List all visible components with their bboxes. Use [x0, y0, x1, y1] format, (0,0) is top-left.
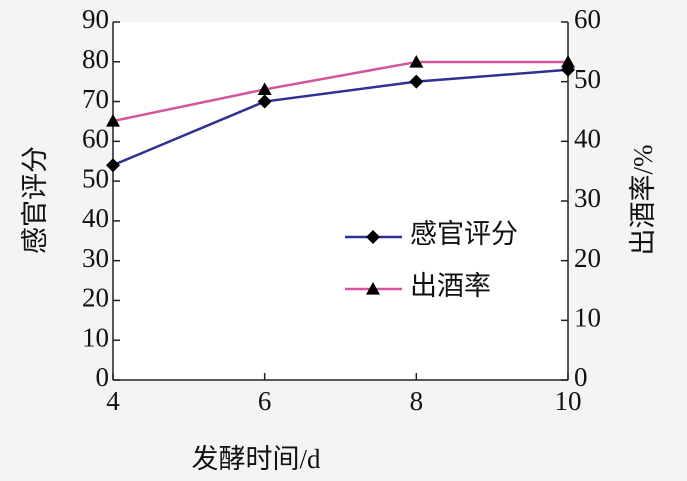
marker	[409, 54, 424, 68]
y-axis-label: 感官评分	[20, 146, 50, 254]
y2-tick-label: 20	[574, 243, 601, 273]
marker	[366, 230, 380, 244]
y-tick-label: 80	[82, 44, 109, 74]
x-tick-label: 6	[258, 386, 272, 416]
y-tick-label: 10	[82, 322, 109, 352]
marker	[257, 94, 272, 109]
y-tick-label: 70	[82, 84, 109, 114]
marker	[366, 282, 380, 295]
y-tick-label: 0	[96, 362, 110, 392]
y2-tick-label: 60	[574, 4, 601, 34]
y2-tick-label: 10	[574, 303, 601, 333]
y-tick-label: 90	[82, 4, 109, 34]
series-line	[112, 68, 569, 167]
y2-tick-label: 30	[574, 183, 601, 213]
marker	[409, 74, 424, 89]
y2-tick-label: 40	[574, 124, 601, 154]
marker	[106, 114, 120, 127]
y-tick-label: 20	[82, 283, 109, 313]
y-tick-label: 50	[82, 163, 109, 193]
x-tick-label: 10	[555, 386, 582, 416]
plot-area	[113, 22, 568, 380]
marker	[106, 158, 120, 173]
y2-tick-label: 50	[574, 64, 601, 94]
marker	[561, 62, 575, 77]
y-tick-label: 30	[82, 243, 109, 273]
x-tick-label: 4	[106, 386, 120, 416]
y-tick-label: 40	[82, 203, 109, 233]
series-line	[112, 60, 568, 123]
marker	[561, 54, 575, 68]
y2-tick-label: 0	[574, 362, 588, 392]
marker	[257, 82, 272, 96]
legend-label: 感官评分	[410, 219, 518, 249]
x-axis-label: 发酵时间/d	[191, 444, 321, 474]
x-tick-label: 8	[410, 386, 424, 416]
y-tick-label: 60	[82, 124, 109, 154]
legend-label: 出酒率	[410, 271, 491, 301]
y2-axis-label: 出酒率/%	[628, 145, 658, 256]
